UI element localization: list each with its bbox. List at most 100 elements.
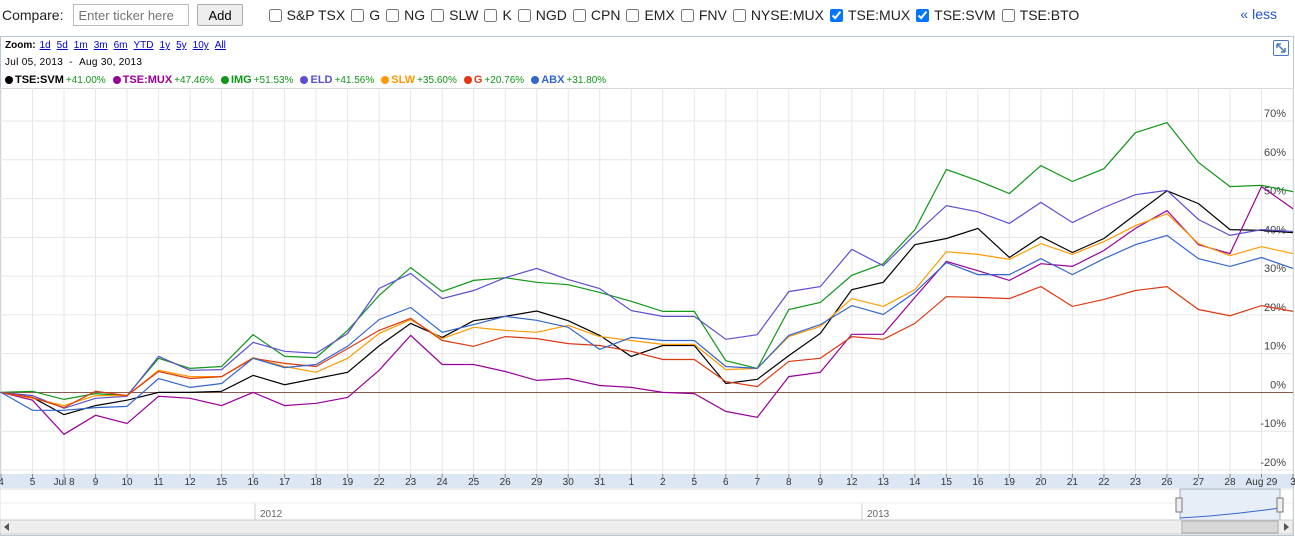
legend-change: +51.53% [253, 74, 294, 86]
ticker-checkbox[interactable] [680, 8, 694, 22]
legend-item: ABX +31.80% [531, 74, 606, 86]
x-tick-label: 26 [1161, 477, 1173, 488]
less-link[interactable]: « less [1240, 6, 1277, 22]
ticker-checkbox[interactable] [1001, 8, 1015, 22]
ticker-option[interactable]: NG [386, 7, 425, 23]
x-tick-label: 12 [846, 477, 858, 488]
navigator-selection [1179, 488, 1281, 521]
ticker-checkbox[interactable] [484, 8, 498, 22]
x-tick-label: 9 [93, 477, 99, 488]
zoom-option[interactable]: All [214, 40, 226, 51]
scrollbar-track [0, 519, 1294, 535]
x-tick-label: 16 [248, 477, 260, 488]
x-tick-label: 11 [153, 477, 164, 488]
legend-item: G +20.76% [463, 74, 524, 86]
ticker-label: NYSE:MUX [750, 7, 824, 23]
ticker-label: SLW [449, 7, 479, 23]
ticker-option[interactable]: S&P TSX [268, 7, 345, 23]
scroll-left-arrow[interactable] [4, 523, 9, 531]
legend-item: SLW +35.60% [381, 74, 457, 86]
zoom-option[interactable]: 5y [176, 40, 187, 51]
x-tick-label: 26 [500, 477, 512, 488]
series-line [0, 234, 1294, 411]
x-tick-label: 5 [30, 477, 36, 488]
ticker-option[interactable]: CPN [572, 7, 620, 23]
range-separator: - [69, 57, 73, 68]
ticker-option[interactable]: EMX [626, 7, 675, 23]
compare-label: Compare: [2, 7, 64, 23]
legend-change: +35.60% [417, 74, 457, 86]
y-tick-label: 30% [1264, 263, 1286, 275]
ticker-checkbox[interactable] [351, 8, 365, 22]
zoom-option[interactable]: YTD [133, 40, 154, 51]
zoom-option[interactable]: 3m [93, 40, 108, 51]
x-tick-label: 18 [311, 477, 323, 488]
x-tick-label: 25 [468, 477, 480, 488]
navigator-handle-left[interactable] [1175, 497, 1183, 513]
y-tick-label: -20% [1260, 457, 1286, 469]
navigator [0, 488, 1294, 521]
legend-dot [112, 76, 121, 84]
x-tick-label: 6 [723, 477, 729, 488]
y-tick-label: 60% [1264, 147, 1286, 159]
ticker-option[interactable]: TSE:BTO [1001, 7, 1079, 23]
ticker-label: G [369, 7, 381, 23]
ticker-option[interactable]: G [351, 7, 380, 23]
x-tick-label: 22 [1098, 477, 1110, 488]
x-tick-label: 9 [818, 477, 824, 488]
ticker-label: TSE:MUX [847, 7, 911, 23]
legend-dot [300, 76, 309, 84]
ticker-option[interactable]: K [484, 7, 512, 23]
scroll-right-arrow[interactable] [1284, 523, 1289, 531]
date-range: Jul 05, 2013 - Aug 30, 2013 [5, 57, 142, 68]
ticker-option[interactable]: SLW [431, 7, 478, 23]
x-tick-label: 19 [342, 477, 354, 488]
ticker-option[interactable]: TSE:SVM [916, 7, 996, 23]
zoom-option[interactable]: 1m [73, 40, 88, 51]
legend-item: TSE:SVM +41.00% [5, 74, 106, 86]
zoom-option[interactable]: 6m [113, 40, 128, 51]
navigator-handle-right[interactable] [1276, 497, 1284, 513]
ticker-checkbox[interactable] [916, 8, 930, 22]
legend-name: ELD [310, 74, 333, 86]
series-line [0, 213, 1294, 407]
ticker-input[interactable] [73, 4, 190, 26]
ticker-checkbox[interactable] [268, 8, 282, 22]
y-tick-label: 0% [1270, 379, 1286, 391]
navigator-mini-line [1179, 507, 1281, 519]
ticker-checkbox[interactable] [517, 8, 531, 22]
legend-dot [463, 76, 472, 84]
x-tick-label: 21 [1067, 477, 1079, 488]
legend-dot [5, 76, 13, 84]
ticker-option[interactable]: TSE:MUX [829, 7, 911, 23]
expand-button[interactable] [1273, 40, 1289, 56]
legend-name: SLW [391, 74, 416, 86]
ticker-checkbox[interactable] [829, 8, 843, 22]
x-tick-label: 1 [628, 477, 634, 488]
legend: TSE:SVM +41.00% TSE:MUX +47.46% IMG +51.53% EL… [5, 74, 613, 86]
ticker-checkbox[interactable] [626, 8, 640, 22]
zoom-option[interactable]: 1d [39, 40, 51, 51]
ticker-option[interactable]: NGD [517, 7, 567, 23]
ticker-label: TSE:SVM [934, 7, 996, 23]
ticker-checkbox[interactable] [386, 8, 400, 22]
x-tick-label: 24 [437, 477, 449, 488]
ticker-option[interactable]: FNV [680, 7, 727, 23]
x-tick-label: 2 [660, 477, 666, 488]
legend-dot [220, 76, 229, 84]
ticker-checkbox[interactable] [431, 8, 445, 22]
ticker-checkbox[interactable] [572, 8, 586, 22]
zoom-option[interactable]: 5d [56, 40, 68, 51]
ticker-option[interactable]: NYSE:MUX [732, 7, 824, 23]
legend-dot [531, 76, 540, 84]
scrollbar-thumb[interactable] [1181, 520, 1279, 534]
x-tick-label: 8 [786, 477, 792, 488]
ticker-checkbox[interactable] [732, 8, 746, 22]
zoom-option[interactable]: 10y [192, 40, 209, 51]
legend-change: +41.00% [65, 74, 106, 86]
compare-toolbar: Compare: Add S&P TSX G NG SLW K NGD CPN EMX FNV N… [0, 0, 1295, 30]
add-button[interactable]: Add [197, 4, 243, 26]
zoom-option[interactable]: 1y [159, 40, 171, 51]
